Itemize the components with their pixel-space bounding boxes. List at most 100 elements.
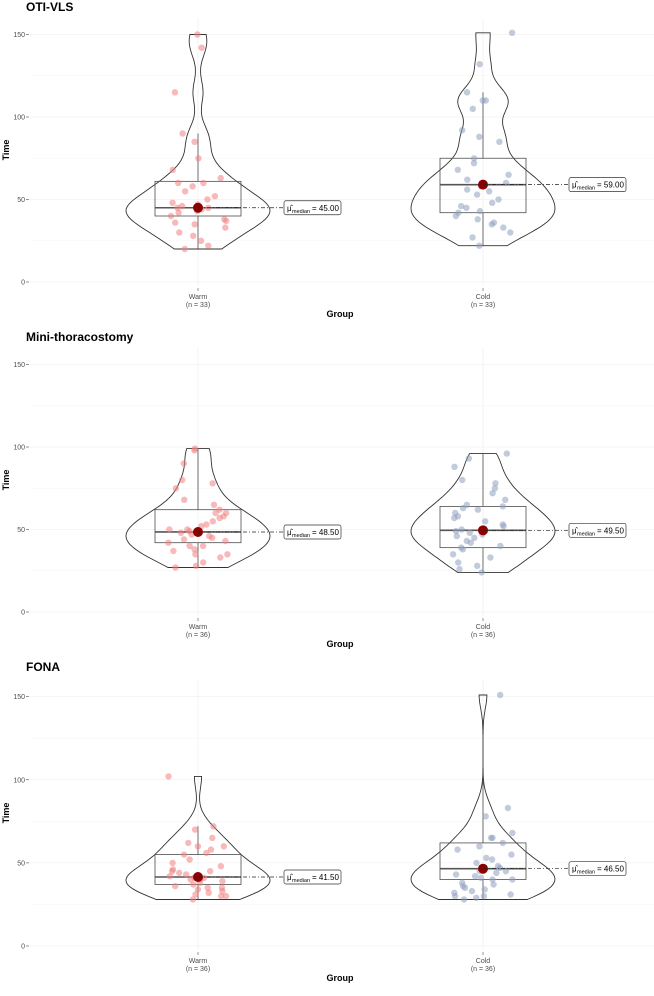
data-point (499, 503, 506, 510)
data-point (469, 105, 476, 113)
violin-outline (410, 453, 556, 573)
data-point (175, 179, 182, 187)
data-point (191, 546, 198, 553)
data-point (207, 868, 214, 875)
data-point (463, 89, 471, 96)
median-label-symbol: μ̂ (572, 181, 579, 190)
panel-title: OTI-VLS (26, 0, 73, 14)
data-point (207, 846, 215, 853)
data-point (449, 551, 457, 558)
data-point (504, 804, 512, 812)
y-tick-label: 100 (13, 445, 25, 452)
data-point (186, 856, 193, 863)
data-point (451, 514, 458, 522)
data-point (456, 565, 463, 573)
data-point (487, 554, 494, 561)
data-point (200, 559, 207, 566)
median-label-value: = 45.00 (312, 204, 339, 213)
median-label-subscript: median (292, 533, 310, 539)
data-point (180, 851, 188, 858)
y-tick-label: 50 (17, 860, 25, 867)
x-tick-label: Warm (189, 624, 208, 631)
data-point (502, 179, 510, 187)
group-cold: μ̂ median = 49.50 Cold(n = 36) (410, 450, 627, 639)
data-point (509, 829, 516, 837)
data-point (496, 138, 503, 145)
median-label-value: = 46.50 (597, 865, 624, 874)
data-point (194, 886, 202, 893)
data-point (189, 183, 196, 190)
data-point (180, 536, 188, 543)
data-point (481, 886, 488, 893)
group-warm: μ̂ median = 41.50 Warm(n = 36) (125, 773, 342, 973)
data-point (488, 856, 496, 863)
data-point (176, 229, 183, 236)
data-point (191, 826, 199, 833)
median-label-subscript: median (292, 209, 310, 215)
data-point (172, 882, 179, 890)
x-tick-label: Warm (189, 958, 208, 965)
data-point (179, 476, 186, 484)
data-point (192, 891, 199, 898)
data-point (471, 873, 479, 880)
median-label-symbol: μ̂ (572, 526, 579, 535)
data-point (507, 891, 514, 898)
data-point (185, 839, 192, 847)
group-warm: μ̂ median = 48.50 Warm(n = 36) (125, 445, 342, 639)
data-point (476, 242, 483, 249)
data-point (191, 138, 198, 145)
data-point (478, 569, 485, 576)
data-point (203, 849, 210, 857)
data-point (470, 160, 478, 167)
data-point (470, 155, 478, 162)
data-point (509, 876, 516, 883)
data-point (191, 447, 198, 454)
x-tick-label: Cold (476, 958, 491, 965)
group-cold: μ̂ median = 46.50 Cold(n = 36) (410, 691, 627, 973)
x-tick-label: Cold (476, 624, 491, 631)
data-point (210, 501, 218, 508)
median-label-box (283, 869, 342, 885)
data-point (476, 843, 483, 850)
violin-outline (125, 34, 271, 250)
y-axis-title: Time (1, 470, 11, 491)
y-tick-label: 0 (21, 610, 25, 617)
data-point (482, 518, 489, 525)
panel-title: Mini-thoracostomy (26, 330, 134, 344)
data-point (209, 518, 216, 525)
data-point (179, 130, 186, 137)
data-point (217, 554, 224, 561)
box-iqr (154, 180, 242, 217)
data-point (502, 868, 510, 875)
data-point (169, 166, 176, 173)
data-point (495, 196, 502, 203)
data-point (469, 234, 476, 241)
data-point (194, 843, 202, 850)
violin-outline (410, 694, 556, 900)
data-point (167, 212, 175, 220)
data-point (476, 207, 484, 215)
data-point (176, 869, 183, 877)
data-point (497, 691, 504, 699)
data-point (458, 526, 465, 533)
data-point (464, 186, 471, 193)
data-point (471, 534, 478, 541)
y-axis-title: Time (1, 803, 11, 824)
data-point (452, 212, 460, 220)
data-point (174, 204, 181, 211)
x-tick-label: Warm (189, 294, 208, 301)
y-tick-label: 0 (21, 280, 25, 287)
box-iqr (439, 505, 527, 549)
data-point (204, 196, 211, 203)
data-point (499, 839, 506, 847)
data-point (451, 892, 459, 900)
data-point (220, 843, 227, 850)
data-point (189, 896, 197, 903)
data-point (489, 876, 496, 883)
data-point (474, 506, 482, 513)
y-tick-label: 0 (21, 944, 25, 951)
median-label-symbol: μ̂ (572, 865, 579, 874)
